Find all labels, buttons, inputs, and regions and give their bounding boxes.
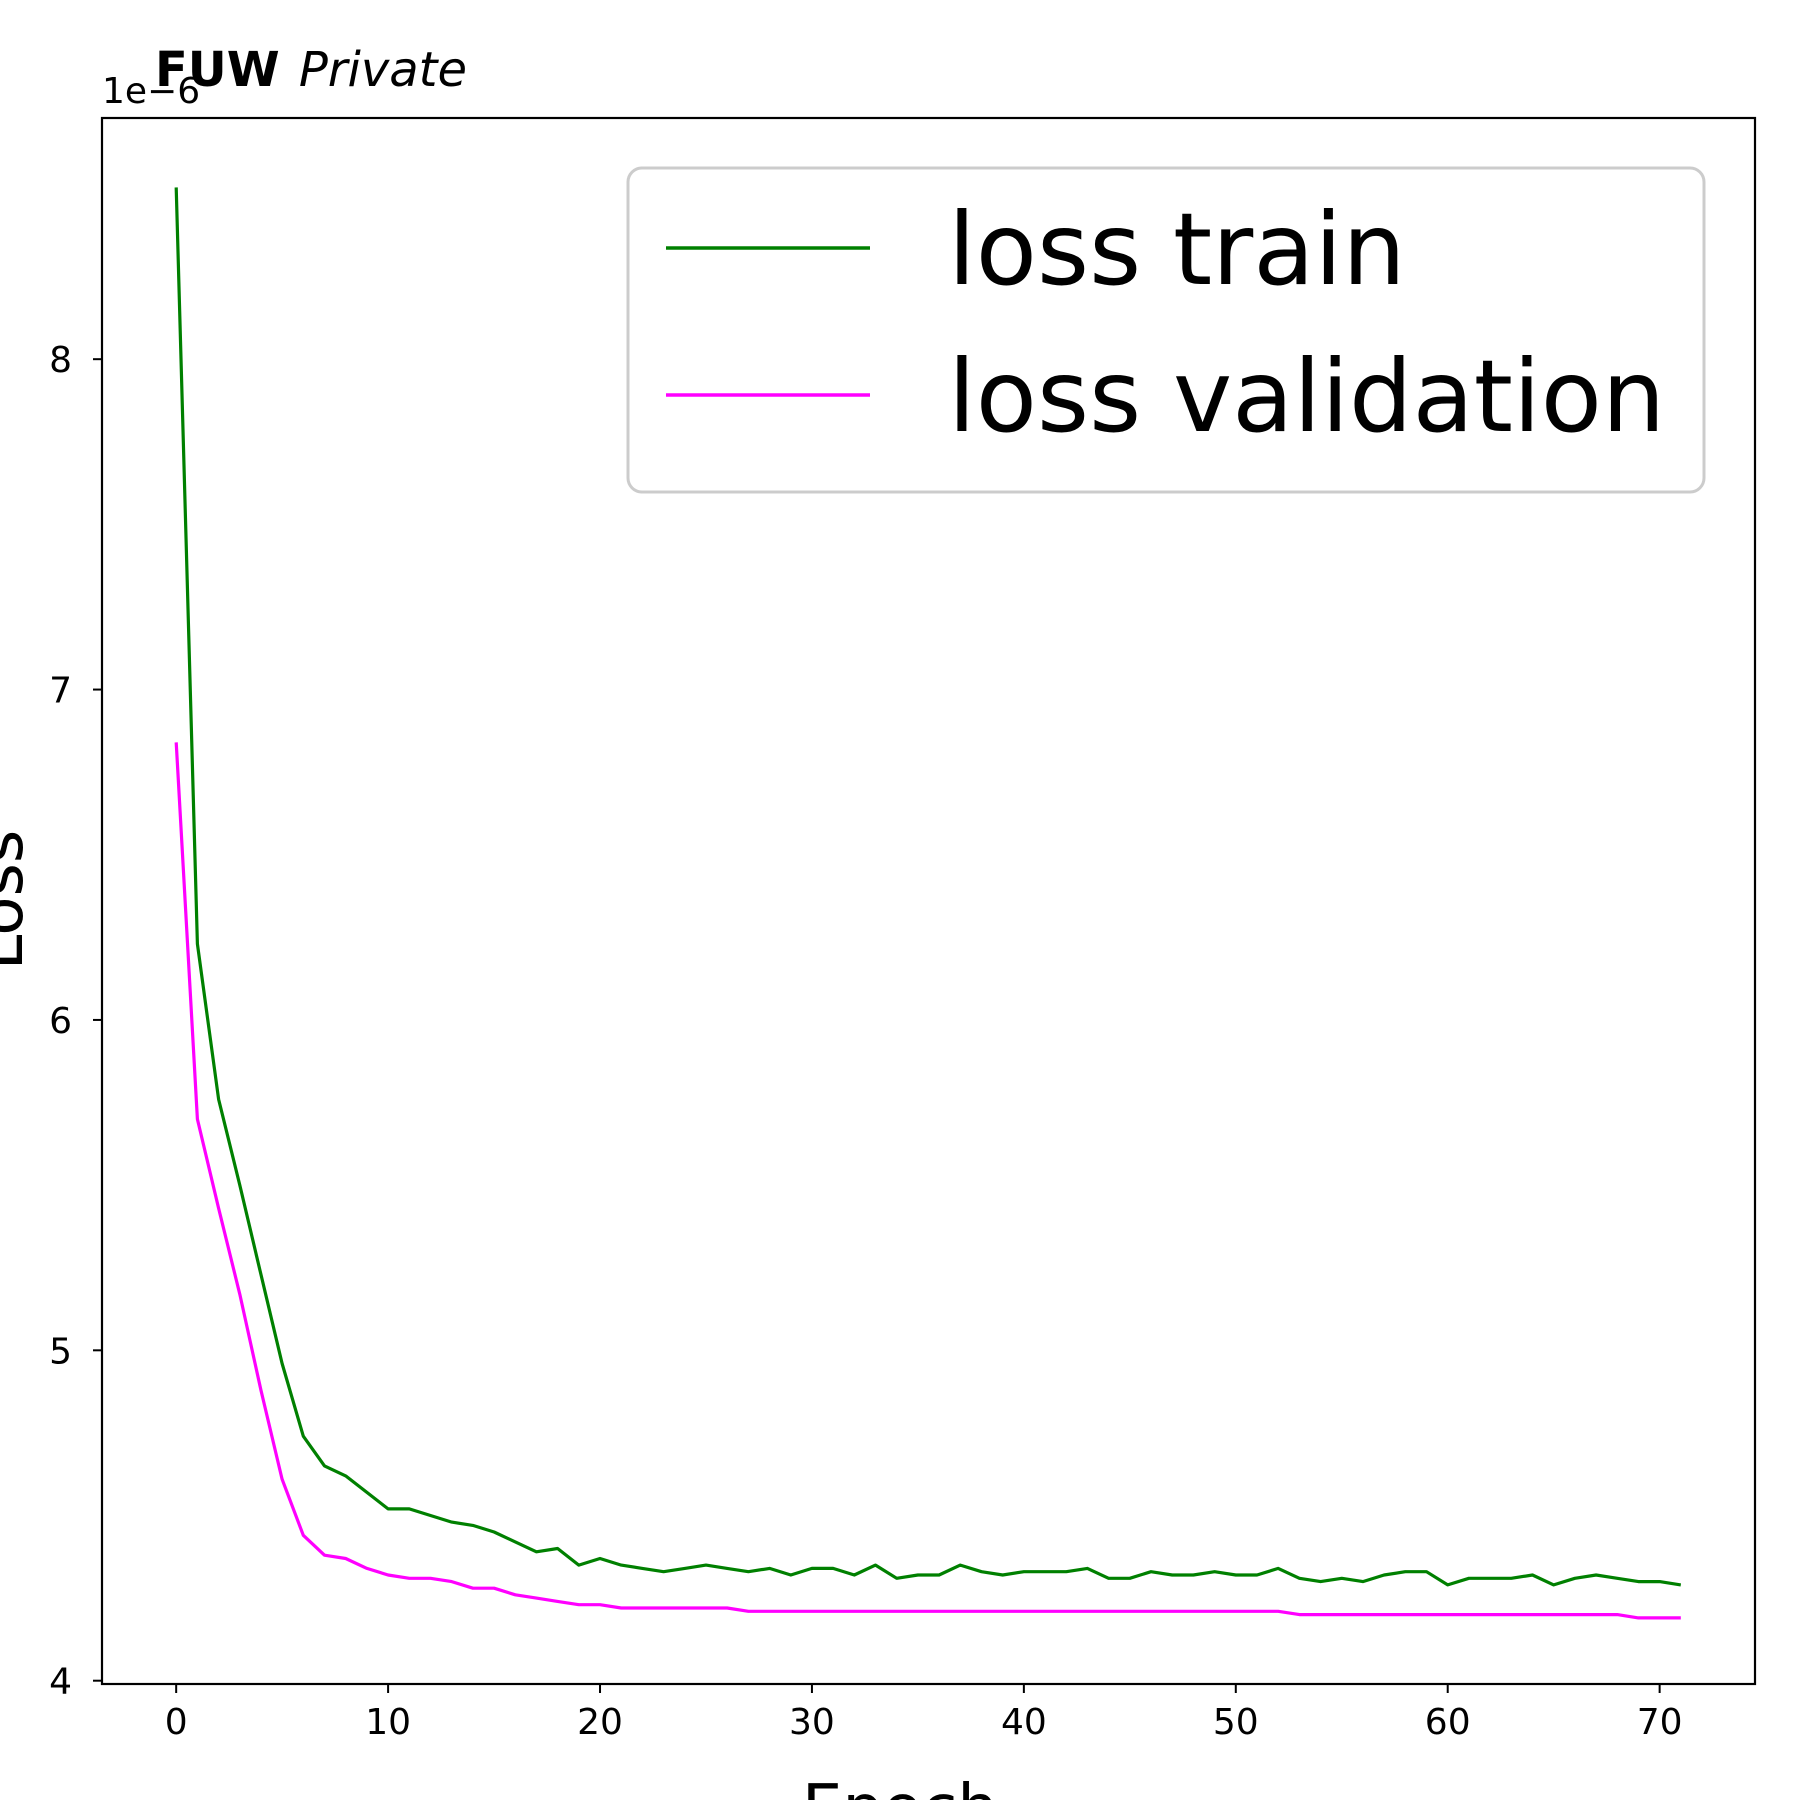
series-layer (174, 187, 1682, 1620)
plot-frame (100, 116, 1757, 1686)
y-tick-label: 5 (49, 1331, 72, 1372)
x-tick-label: 30 (789, 1702, 835, 1743)
x-tick-label: 70 (1637, 1702, 1683, 1743)
y-tick-label: 8 (49, 340, 72, 381)
chart-title: FUW Private (155, 42, 467, 98)
series-line-loss-validation (174, 742, 1681, 1620)
x-tick-label: 10 (365, 1702, 411, 1743)
legend: loss train loss validation (626, 166, 1706, 494)
x-axis: 0 10 20 30 40 50 60 70 (165, 1684, 1683, 1743)
y-axis-offset-text: 1e−6 (102, 71, 200, 112)
y-tick-label: 6 (49, 1001, 72, 1042)
y-axis-label: Loss (0, 830, 38, 970)
x-axis-label: Epoch (802, 1772, 998, 1800)
series-line-loss-train (174, 187, 1682, 1587)
chart-title-bold: FUW (155, 42, 280, 98)
x-tick-label: 40 (1001, 1702, 1047, 1743)
x-tick-label: 50 (1213, 1702, 1259, 1743)
y-tick-label: 4 (49, 1662, 72, 1703)
x-tick-label: 20 (577, 1702, 623, 1743)
y-axis: 4 5 6 7 8 (49, 340, 102, 1703)
x-tick-label: 60 (1425, 1702, 1471, 1743)
legend-frame (626, 166, 1706, 494)
legend-label-loss-train: loss train (948, 191, 1406, 308)
y-tick-label: 7 (49, 671, 72, 712)
chart-title-italic: Private (299, 42, 467, 98)
legend-label-loss-validation: loss validation (948, 338, 1665, 455)
x-tick-label: 0 (165, 1702, 188, 1743)
